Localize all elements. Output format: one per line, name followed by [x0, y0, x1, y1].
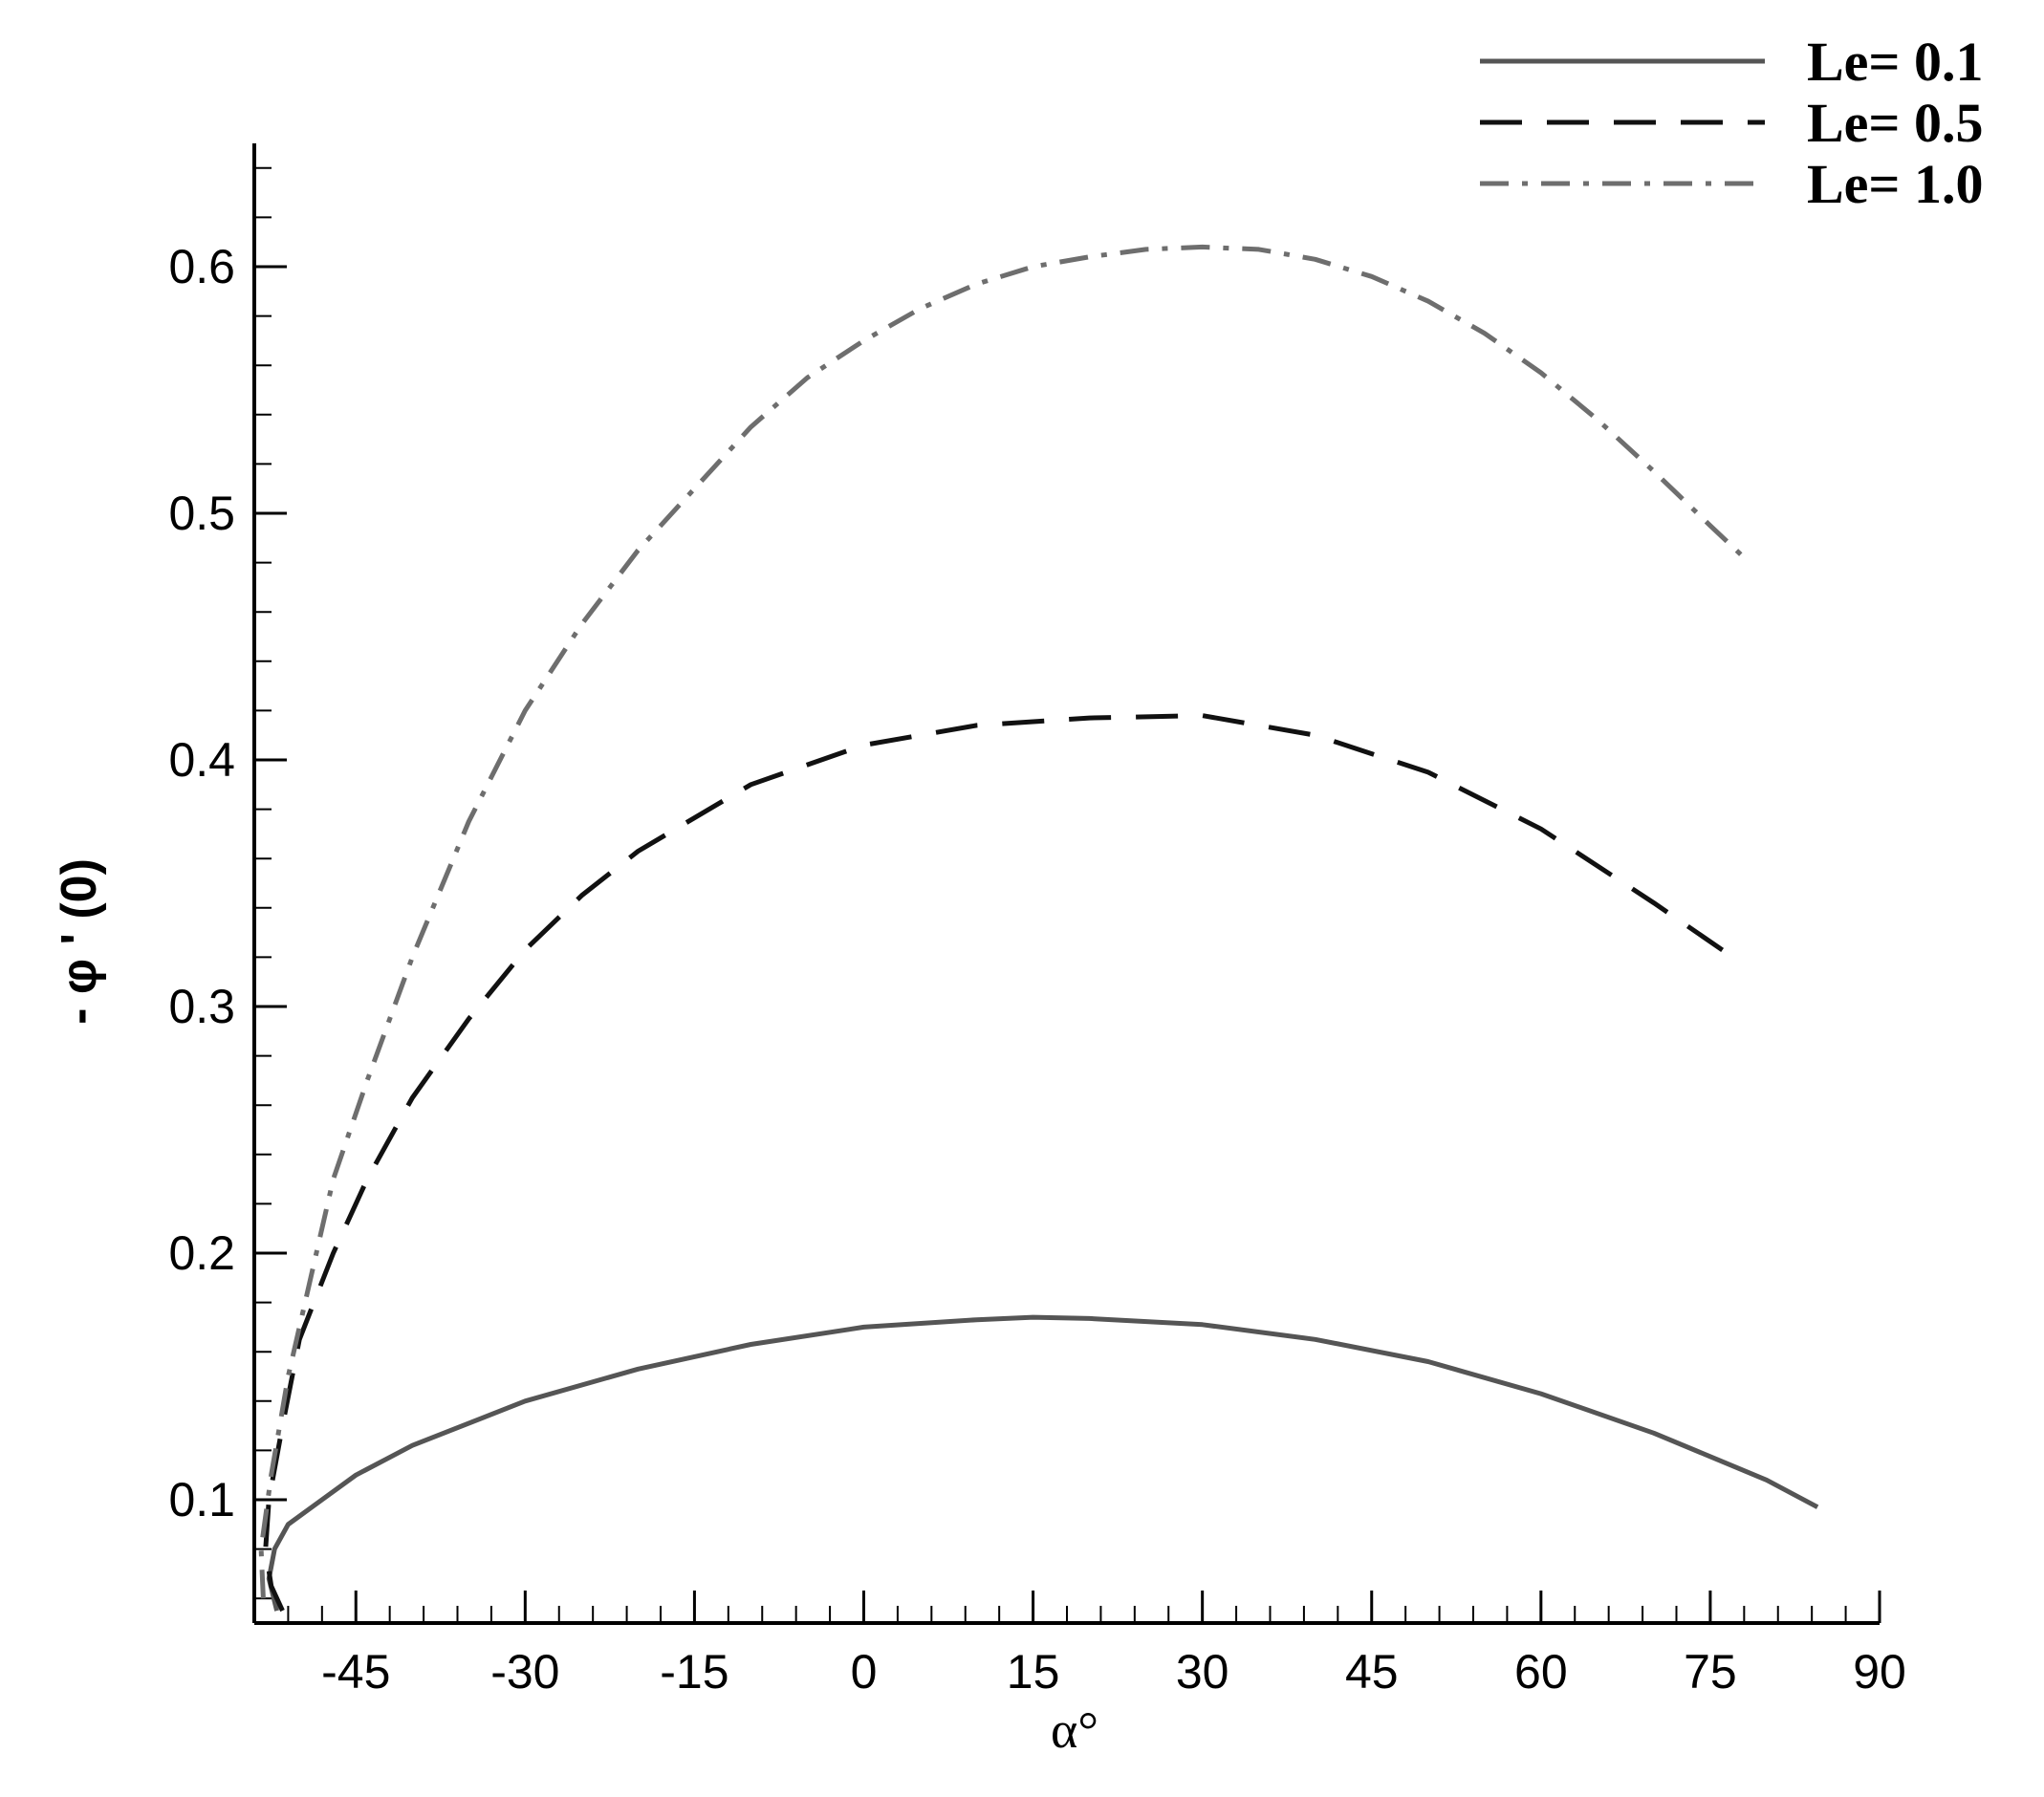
x-tick-label: 75 [1684, 1645, 1737, 1699]
x-tick-label: 90 [1853, 1645, 1906, 1699]
y-tick-label: 0.6 [168, 240, 235, 293]
axes [252, 143, 1880, 1625]
x-tick-label: -45 [321, 1645, 390, 1699]
legend-label-3: Le= 1.0 [1807, 153, 1983, 215]
plot-series [258, 244, 1819, 1613]
x-tick-label: 0 [851, 1645, 878, 1699]
ticks: -45 -30 -15 0 15 30 45 60 75 90 0.1 0.2 0.3 0.4 0.5 0.6 [168, 166, 1906, 1699]
series-line-1 [266, 1314, 1819, 1612]
x-tick-label: 15 [1007, 1645, 1060, 1699]
x-tick-label: -30 [490, 1645, 559, 1699]
y-tick-label: 0.3 [168, 980, 235, 1033]
series-line-2 [263, 713, 1734, 1613]
x-tick-label: 45 [1345, 1645, 1399, 1699]
x-tick-label: -15 [660, 1645, 728, 1699]
x-tick-label: 30 [1176, 1645, 1229, 1699]
y-axis-title: - φ ' (0) [52, 858, 107, 1025]
y-tick-label: 0.4 [168, 733, 235, 787]
x-axis-title: α° [1051, 1701, 1098, 1759]
legend-label-2: Le= 0.5 [1807, 92, 1983, 154]
legend: Le= 0.1Le= 0.5Le= 1.0 [1480, 31, 1983, 215]
legend-label-1: Le= 0.1 [1807, 31, 1983, 93]
x-tick-label: 60 [1514, 1645, 1568, 1699]
y-tick-label: 0.1 [168, 1473, 235, 1526]
y-tick-label: 0.2 [168, 1226, 235, 1280]
series-line-3 [258, 244, 1747, 1599]
y-tick-label: 0.5 [168, 487, 235, 540]
